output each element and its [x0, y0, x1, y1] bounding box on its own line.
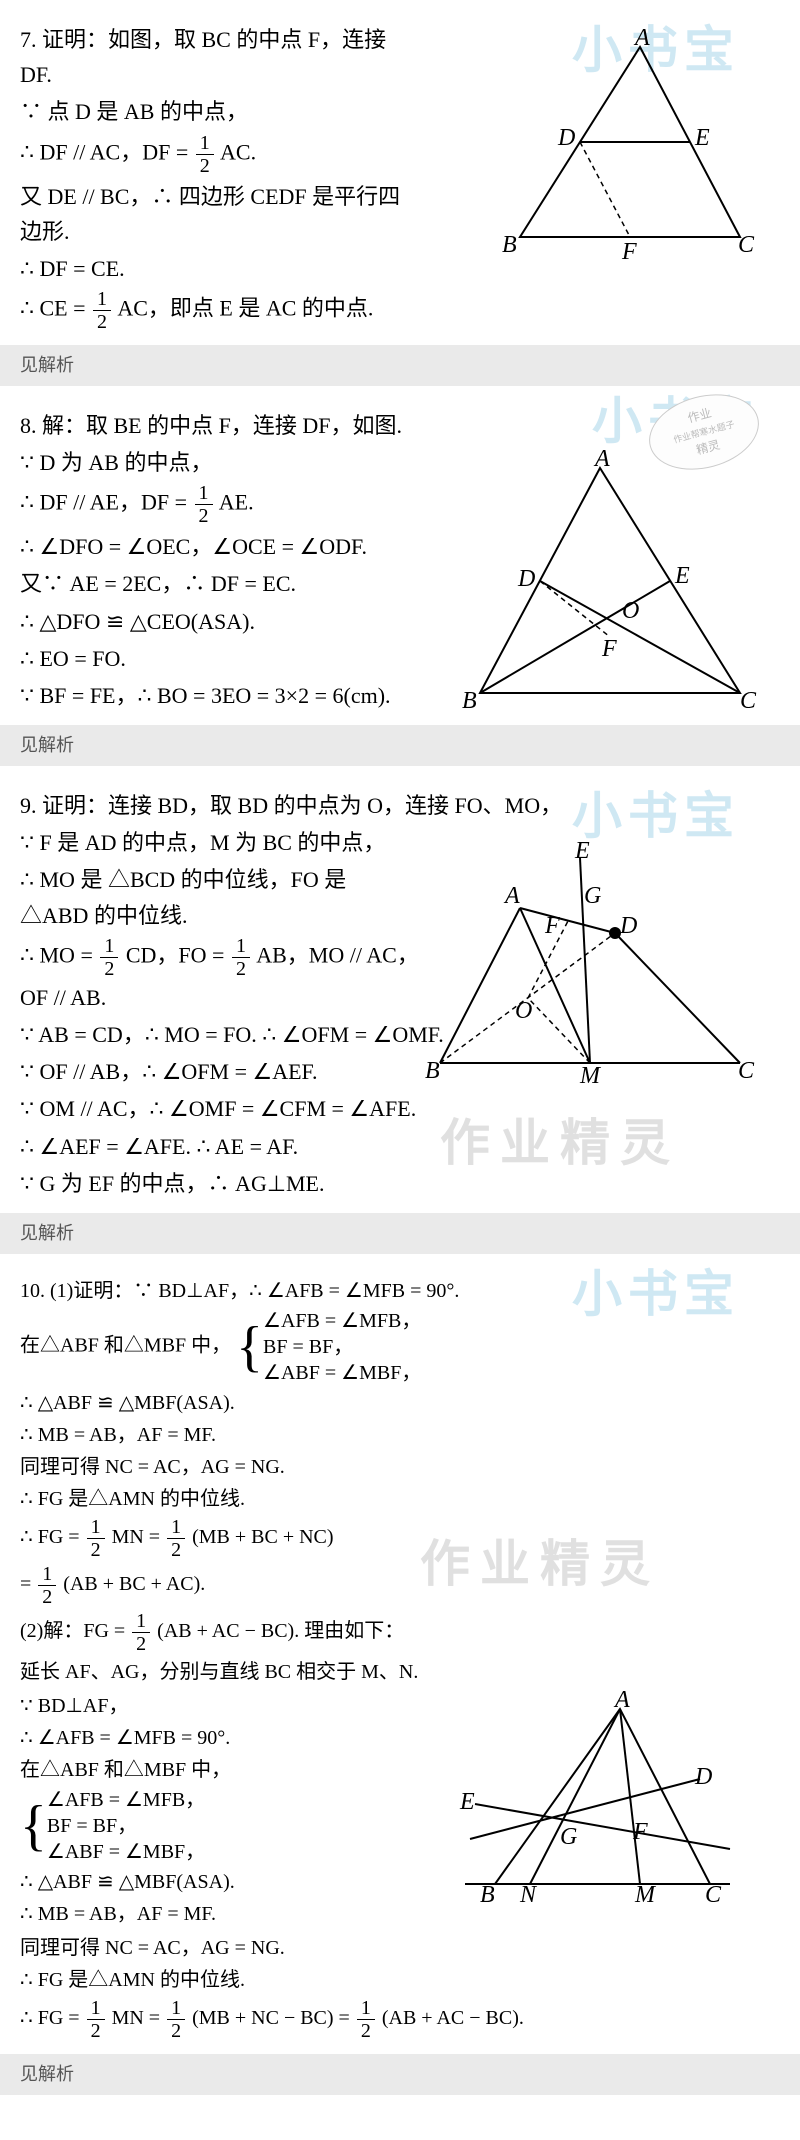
svg-text:C: C	[740, 688, 757, 714]
p10-l14: ∴ △ABF ≌ △MBF(ASA).	[20, 1867, 440, 1897]
svg-text:B: B	[425, 1058, 440, 1084]
p10-l3: ∴ △ABF ≌ △MBF(ASA).	[20, 1388, 780, 1418]
p10-l7: ∴ FG = 12 MN = 12 (MB + BC + NC)	[20, 1516, 780, 1561]
svg-text:B: B	[480, 1882, 495, 1908]
p10-l1: 10. (1)证明：∵ BD⊥AF，∴ ∠AFB = ∠MFB = 90°.	[20, 1276, 780, 1306]
p10-l16: 同理可得 NC = AC，AG = NG.	[20, 1933, 780, 1963]
p8-l1: 8. 解：取 BE 的中点 F，连接 DF，如图.	[20, 408, 420, 443]
divider-2: 见解析	[0, 725, 800, 766]
p7-l6: ∴ CE = 12 AC，即点 E 是 AC 的中点.	[20, 288, 420, 333]
svg-text:G: G	[560, 1824, 577, 1850]
svg-text:G: G	[584, 883, 601, 909]
p8-l3: ∴ DF // AE，DF = 12 AE.	[20, 482, 420, 527]
p10-l4: ∴ MB = AB，AF = MF.	[20, 1420, 780, 1450]
p8-l6: ∴ △DFO ≌ △CEO(ASA).	[20, 604, 420, 639]
svg-text:M: M	[579, 1063, 602, 1088]
figure-10: A B C D E F G M N	[440, 1689, 750, 1909]
p9-l9: ∵ G 为 EF 的中点，∴ AG⊥ME.	[20, 1166, 780, 1201]
svg-text:F: F	[601, 636, 617, 662]
p9-l2: ∵ F 是 AD 的中点，M 为 BC 的中点，	[20, 825, 420, 860]
problem-7-text: 7. 证明：如图，取 BC 的中点 F，连接 DF. ∵ 点 D 是 AB 的中…	[20, 22, 420, 333]
svg-text:C: C	[705, 1882, 722, 1908]
svg-text:F: F	[632, 1819, 648, 1845]
svg-text:B: B	[502, 232, 517, 258]
svg-text:D: D	[694, 1764, 712, 1790]
p7-l4: 又 DE // BC，∴ 四边形 CEDF 是平行四边形.	[20, 179, 420, 249]
svg-text:D: D	[557, 125, 575, 151]
svg-text:O: O	[515, 998, 532, 1024]
p10-l8: = 12 (AB + BC + AC).	[20, 1563, 780, 1608]
svg-text:E: E	[674, 563, 690, 589]
svg-text:O: O	[622, 598, 639, 624]
svg-text:B: B	[462, 688, 477, 714]
svg-text:E: E	[694, 125, 710, 151]
p7-l2: ∵ 点 D 是 AB 的中点，	[20, 94, 420, 129]
svg-text:A: A	[613, 1689, 630, 1713]
svg-text:N: N	[519, 1882, 538, 1908]
p10-l2: 在△ABF 和△MBF 中， { ∠AFB = ∠MFB， BF = BF， ∠…	[20, 1308, 780, 1386]
svg-text:C: C	[738, 1058, 755, 1084]
svg-text:D: D	[517, 566, 535, 592]
p10-l15: ∴ MB = AB，AF = MF.	[20, 1899, 440, 1929]
p10-l6: ∴ FG 是△AMN 的中位线.	[20, 1484, 780, 1514]
svg-text:C: C	[738, 232, 755, 258]
problem-10: 小书宝 作业精灵 10. (1)证明：∵ BD⊥AF，∴ ∠AFB = ∠MFB…	[0, 1254, 800, 2054]
p8-l2: ∵ D 为 AB 的中点，	[20, 445, 420, 480]
svg-text:E: E	[574, 838, 590, 864]
p7-l5: ∴ DF = CE.	[20, 251, 420, 286]
divider-3: 见解析	[0, 1213, 800, 1254]
p9-l7: ∵ OM // AC，∴ ∠OMF = ∠CFM = ∠AFE.	[20, 1091, 780, 1126]
p10-l9: (2)解：FG = 12 (AB + AC − BC). 理由如下：	[20, 1610, 780, 1655]
svg-text:A: A	[503, 883, 520, 909]
svg-text:E: E	[459, 1789, 475, 1815]
divider-1: 见解析	[0, 345, 800, 386]
p9-l8: ∴ ∠AEF = ∠AFE. ∴ AE = AF.	[20, 1129, 780, 1164]
figure-9: A B C D E F G M O	[420, 838, 760, 1088]
p8-l7: ∴ EO = FO.	[20, 641, 420, 676]
p10-l10: 延长 AF、AG，分别与直线 BC 相交于 M、N.	[20, 1657, 780, 1687]
p8-l5: 又∵ AE = 2EC，∴ DF = EC.	[20, 566, 420, 601]
p10-l18: ∴ FG = 12 MN = 12 (MB + NC − BC) = 12 (A…	[20, 1997, 780, 2042]
p9-l3: ∴ MO 是 △BCD 的中位线，FO 是 △ABD 的中位线.	[20, 862, 420, 932]
p7-l3: ∴ DF // AC，DF = 12 AC.	[20, 132, 420, 177]
p9-l1: 9. 证明：连接 BD，取 BD 的中点为 O，连接 FO、MO，	[20, 788, 780, 823]
p9-l4: ∴ MO = 12 CD，FO = 12 AB，MO // AC，OF // A…	[20, 935, 420, 1015]
divider-4: 见解析	[0, 2054, 800, 2095]
svg-text:A: A	[593, 448, 610, 472]
svg-text:D: D	[619, 913, 637, 939]
p10-l12: ∴ ∠AFB = ∠MFB = 90°.	[20, 1723, 440, 1753]
p10-l13: 在△ABF 和△MBF 中，	[20, 1755, 440, 1785]
figure-7: A B C D E F	[480, 27, 760, 267]
problem-9: 小书宝 作业精灵 9. 证明：连接 BD，取 BD 的中点为 O，连接 FO、M…	[0, 766, 800, 1213]
p10-sys2: { ∠AFB = ∠MFB， BF = BF， ∠ABF = ∠MBF，	[20, 1787, 440, 1865]
figure-8: A B C D E F O	[450, 448, 760, 718]
problem-8: 小书宝 作业 作业帮寒水题子 精灵 8. 解：取 BE 的中点 F，连接 DF，…	[0, 386, 800, 725]
p10-l11: ∵ BD⊥AF，	[20, 1691, 440, 1721]
svg-text:A: A	[633, 27, 650, 51]
p10-l5: 同理可得 NC = AC，AG = NG.	[20, 1452, 780, 1482]
svg-text:F: F	[544, 913, 560, 939]
problem-10-text: 10. (1)证明：∵ BD⊥AF，∴ ∠AFB = ∠MFB = 90°. 在…	[20, 1276, 780, 2042]
p7-l1: 7. 证明：如图，取 BC 的中点 F，连接 DF.	[20, 22, 420, 92]
p8-l4: ∴ ∠DFO = ∠OEC，∠OCE = ∠ODF.	[20, 529, 420, 564]
svg-text:M: M	[634, 1882, 657, 1908]
problem-8-text: 8. 解：取 BE 的中点 F，连接 DF，如图. ∵ D 为 AB 的中点， …	[20, 408, 420, 676]
svg-text:F: F	[621, 239, 637, 265]
problem-7: 小书宝 7. 证明：如图，取 BC 的中点 F，连接 DF. ∵ 点 D 是 A…	[0, 0, 800, 345]
p10-l17: ∴ FG 是△AMN 的中位线.	[20, 1965, 780, 1995]
